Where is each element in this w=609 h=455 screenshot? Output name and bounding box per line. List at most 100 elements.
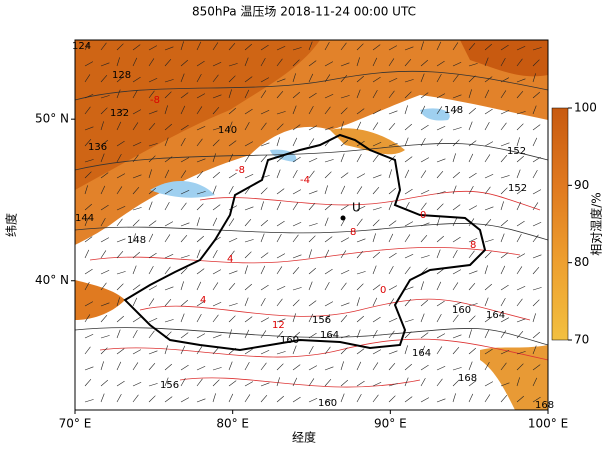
wind-barb	[180, 255, 190, 259]
wind-barb	[484, 283, 493, 291]
wind-barb	[260, 330, 267, 339]
wind-barb	[484, 206, 494, 211]
wind-barb	[116, 238, 126, 243]
colorbar-tick-label: 80	[574, 255, 589, 269]
wind-barb	[484, 89, 490, 99]
wind-barb	[356, 89, 361, 99]
wind-barb	[532, 105, 537, 115]
wind-barb	[212, 74, 219, 83]
wind-barb	[388, 187, 397, 195]
wind-barb	[228, 107, 237, 115]
wind-barb	[212, 249, 218, 259]
wind-barb	[228, 315, 236, 323]
wind-barb	[484, 76, 493, 83]
wind-barb	[404, 286, 414, 291]
wind-barb	[164, 156, 173, 163]
wind-barb	[404, 221, 414, 227]
wind-barb	[196, 365, 206, 371]
wind-barb	[356, 348, 365, 355]
wind-barb	[196, 171, 204, 179]
wind-barb	[468, 107, 477, 115]
wind-barb	[116, 380, 125, 387]
wind-barb	[244, 219, 252, 227]
wind-barb	[212, 127, 222, 131]
wind-barb	[532, 202, 539, 211]
wind-barb	[292, 47, 302, 51]
wind-barb	[340, 139, 349, 147]
wind-barb	[132, 297, 138, 307]
height-contour-label: 144	[75, 213, 94, 224]
wind-barb	[420, 92, 429, 99]
wind-barb	[244, 394, 251, 403]
temperature-contour-label: 0	[380, 285, 386, 296]
wind-barb	[84, 126, 94, 131]
wind-barb	[516, 155, 525, 163]
wind-barb	[116, 329, 121, 339]
wind-barb	[308, 365, 318, 371]
wind-barb	[420, 299, 429, 307]
wind-barb	[484, 251, 492, 259]
wind-barb	[420, 397, 430, 403]
wind-barb	[372, 122, 379, 131]
wind-barb	[196, 191, 206, 195]
wind-barb	[132, 265, 137, 275]
wind-barb	[516, 201, 522, 211]
wind-barb	[500, 330, 507, 339]
wind-barb	[148, 58, 155, 67]
wind-barb	[292, 137, 298, 147]
wind-barb	[532, 221, 542, 227]
wind-barb	[356, 108, 365, 115]
wind-barb	[180, 377, 186, 387]
wind-barb	[84, 41, 90, 51]
wind-barb	[276, 266, 283, 275]
wind-barb	[148, 220, 157, 227]
wind-barb	[292, 234, 299, 243]
x-tick-label: 70° E	[59, 417, 92, 431]
wind-barb	[308, 267, 317, 275]
map-area	[75, 40, 548, 410]
wind-barb	[500, 90, 507, 99]
wind-barb	[100, 282, 107, 291]
wind-barb	[100, 172, 109, 179]
wind-barb	[276, 331, 284, 339]
wind-barb	[148, 110, 158, 115]
wind-barb	[436, 235, 445, 243]
wind-barb	[404, 123, 413, 131]
wind-barb	[388, 169, 392, 179]
wind-barb	[132, 44, 141, 51]
wind-barb	[244, 265, 248, 275]
wind-barb	[100, 153, 105, 163]
wind-barb	[340, 204, 349, 211]
wind-barb	[148, 45, 158, 51]
height-contour-label: 160	[318, 398, 337, 409]
colorbar-tick-label: 90	[574, 178, 589, 192]
wind-barb	[436, 203, 444, 211]
wind-barb	[308, 138, 315, 147]
x-axis-label: 经度	[292, 430, 316, 445]
wind-barb	[100, 185, 106, 195]
wind-barb	[356, 75, 365, 83]
wind-barb	[340, 185, 346, 195]
wind-barb	[196, 268, 205, 275]
wind-barb	[180, 157, 190, 163]
wind-barb	[100, 250, 107, 259]
wind-barb	[260, 57, 266, 67]
wind-barb	[196, 217, 200, 227]
wind-barb	[404, 377, 409, 387]
wind-barb	[276, 233, 282, 243]
wind-barb	[244, 316, 253, 323]
wind-barb	[324, 126, 334, 131]
wind-barb	[116, 283, 124, 291]
wind-barb	[452, 249, 458, 259]
wind-barb	[228, 205, 238, 211]
wind-barb	[532, 331, 541, 339]
wind-barb	[532, 73, 536, 83]
wind-barb	[292, 91, 301, 99]
wind-barb	[148, 330, 155, 339]
wind-barb	[324, 268, 333, 275]
wind-barb	[164, 59, 172, 67]
wind-barb	[500, 219, 509, 227]
wind-barb	[148, 265, 154, 275]
wind-barb	[420, 59, 429, 67]
wind-barb	[484, 361, 490, 371]
